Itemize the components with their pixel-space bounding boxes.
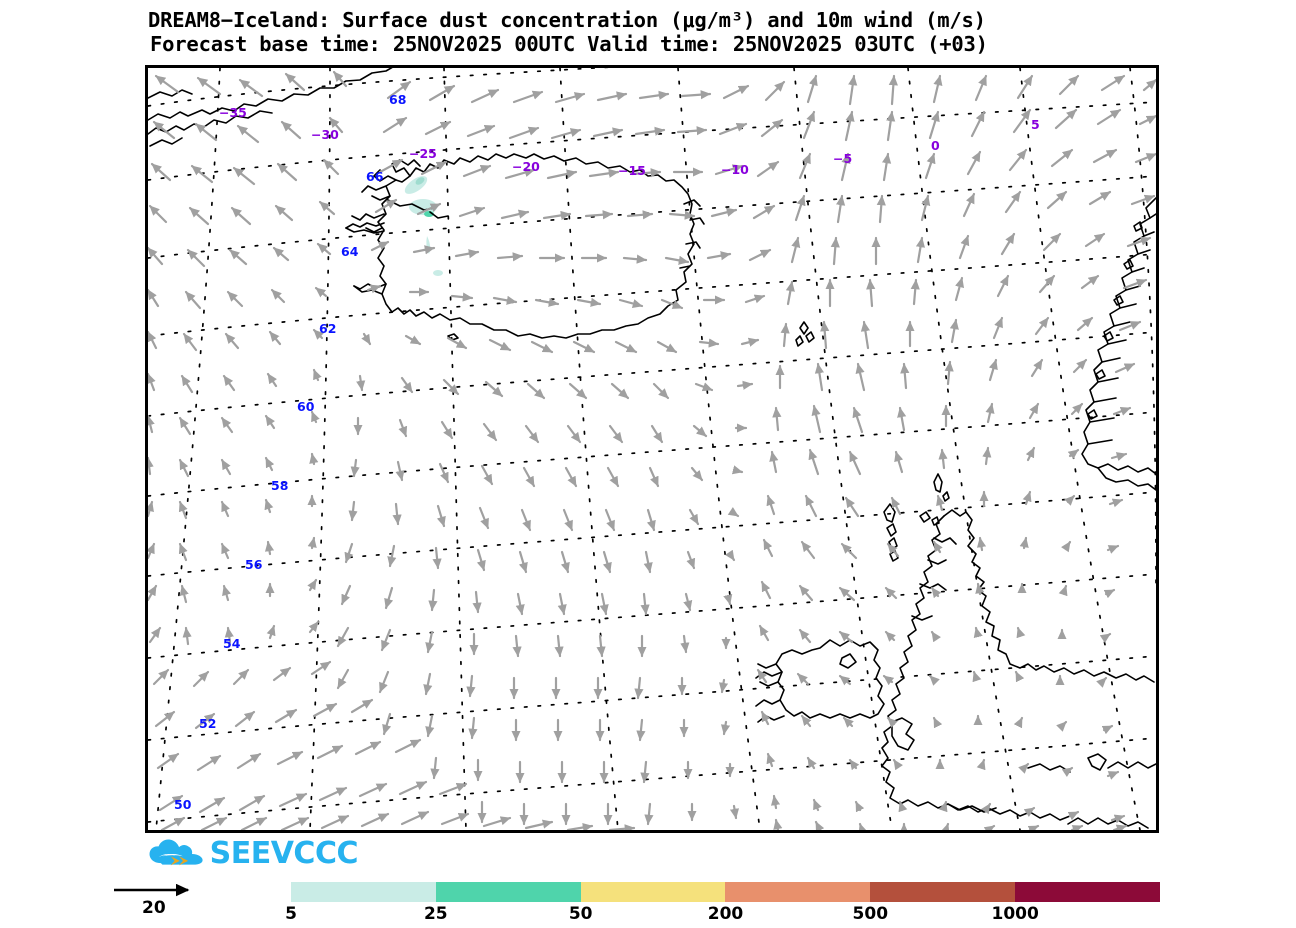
colorbar-segment-25 <box>435 882 581 902</box>
dust-colorbar <box>291 882 1160 902</box>
colorbar-segment-50 <box>580 882 726 902</box>
colorbar-tick-50: 50 <box>568 904 593 924</box>
colorbar-tick-500: 500 <box>852 904 889 924</box>
graticule <box>148 68 1156 830</box>
wind-vector-field <box>148 70 1156 830</box>
colorbar-tick-labels: 5 25 50 200 500 1000 <box>285 904 1160 928</box>
dust-concentration-field <box>404 176 443 276</box>
wind-scale-value: 20 <box>142 898 166 918</box>
seevccc-logo[interactable]: SEEVCCC <box>148 832 359 876</box>
colorbar-tick-5: 5 <box>285 904 297 924</box>
forecast-time-subtitle: Forecast base time: 25NOV2025 00UTC Vali… <box>150 32 988 56</box>
colorbar-segment-500 <box>870 882 1016 902</box>
colorbar-tick-1000: 1000 <box>991 904 1039 924</box>
right-arrow-icon <box>114 883 190 897</box>
map-canvas[interactable] <box>145 65 1159 833</box>
cloud-arrow-icon <box>149 839 203 866</box>
colorbar-segment-1000 <box>1015 882 1160 902</box>
map-plot-svg <box>148 68 1156 830</box>
wind-scale-legend: 20 <box>112 880 222 924</box>
page-title: DREAM8−Iceland: Surface dust concentrati… <box>148 8 986 32</box>
coastlines <box>148 68 1156 829</box>
colorbar-segment-5 <box>291 882 436 902</box>
colorbar-tick-25: 25 <box>423 904 448 924</box>
logo-text: SEEVCCC <box>209 836 359 871</box>
colorbar-segment-200 <box>725 882 871 902</box>
colorbar-tick-200: 200 <box>707 904 744 924</box>
map-title-block: DREAM8−Iceland: Surface dust concentrati… <box>148 8 1288 56</box>
